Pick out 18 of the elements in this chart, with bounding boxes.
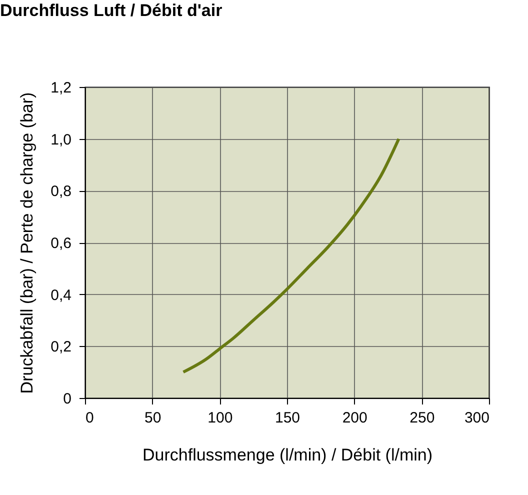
y-tick-label: 0,6 [50,235,72,252]
x-tick-label: 50 [144,410,162,426]
y-tick-label: 1,0 [50,131,72,148]
x-axis-title: Durchflussmenge (l/min) / Débit (l/min) [142,446,433,464]
chart-title: Durchfluss Luft / Débit d'air [0,1,223,20]
x-tick-label: 250 [410,410,435,426]
y-tick-label: 1,2 [50,80,72,96]
y-tick-label: 0 [63,390,72,408]
x-tick-label: 0 [86,410,94,426]
x-tick-label: 100 [208,410,233,426]
y-tick-label: 0,8 [50,183,72,200]
y-axis-title: Druckabfall (bar) / Perte de charge (bar) [18,92,37,394]
line-series [182,137,400,374]
x-tick-label: 150 [274,410,300,426]
x-tick-label: 200 [342,410,368,426]
y-tick-label: 0,4 [50,286,72,304]
y-tick-label: 0,2 [50,338,72,356]
x-tick-label: 300 [464,410,490,426]
